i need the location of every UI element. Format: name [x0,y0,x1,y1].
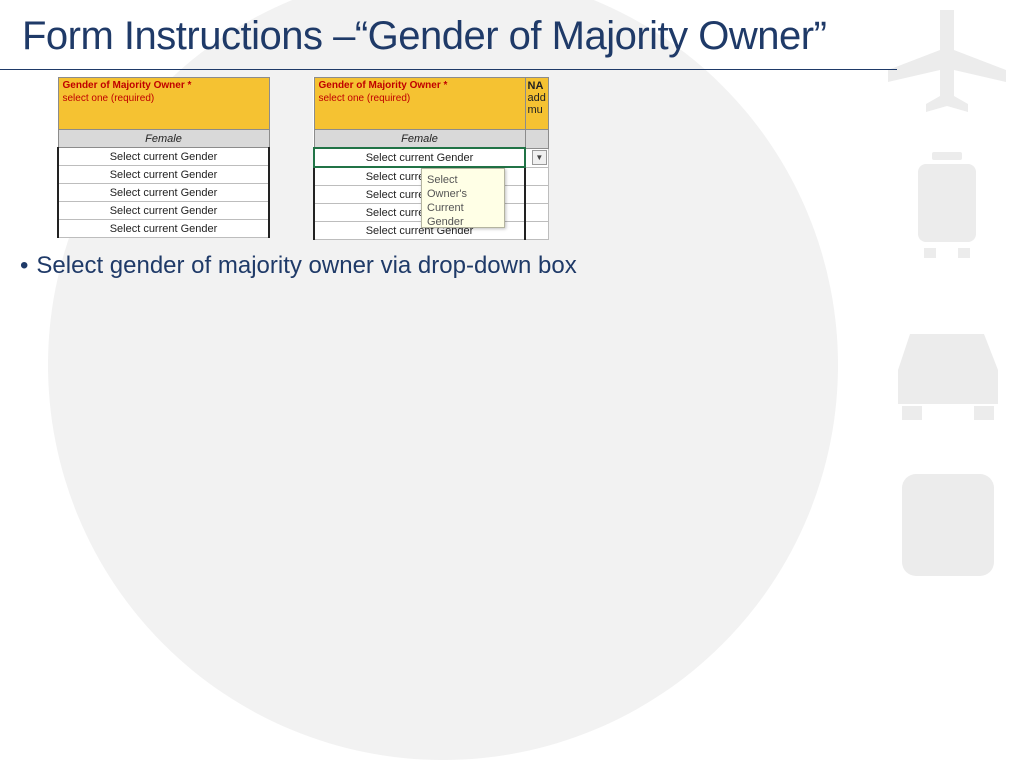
left-sheet: Gender of Majority Owner * select one (r… [57,77,270,238]
gender-cell[interactable]: Select current Gender [57,219,270,238]
next-header-line: NA [527,80,544,92]
next-header-line: add [527,92,546,104]
header-cell: Gender of Majority Owner * select one (r… [57,77,270,130]
subheader-cell: Female [57,129,270,148]
tooltip-line: Select Owner's [427,174,467,200]
next-header-line: mu [527,104,543,116]
bullet-list: Select gender of majority owner via drop… [20,252,576,280]
gender-cell[interactable]: Select current Gender [57,165,270,184]
page-title: Form Instructions –“Gender of Majority O… [22,14,827,58]
header-title: Gender of Majority Owner * [62,80,192,91]
gender-cell[interactable]: Select current Gender [57,201,270,220]
subheader-cell-blank [524,129,549,149]
empty-cell [524,203,549,222]
title-divider [0,69,897,70]
train-icon [918,152,976,258]
bullet-item: Select gender of majority owner via drop… [20,252,576,280]
next-column-header: NA add mu [524,77,549,130]
empty-cell [524,166,549,186]
header-title: Gender of Majority Owner * [318,80,448,91]
bus-icon [902,474,994,576]
cell-value: Select current Gender [365,151,474,164]
header-subtitle: select one (required) [62,93,155,104]
empty-cell [524,185,549,204]
airplane-icon [888,10,1006,112]
right-sheet: Gender of Majority Owner * select one (r… [313,77,549,240]
input-message-tooltip: Select Owner's Current Gender [421,168,505,228]
chevron-down-icon[interactable]: ▼ [531,149,547,165]
car-icon [898,334,998,420]
gender-cell[interactable]: Select current Gender [57,183,270,202]
tooltip-line: Current Gender [427,202,464,228]
empty-cell [524,221,549,240]
gender-cell[interactable]: Select current Gender [57,147,270,166]
subheader-cell: Female [313,129,526,149]
header-subtitle: select one (required) [318,93,411,104]
header-cell: Gender of Majority Owner * select one (r… [313,77,526,130]
dropdown-cell[interactable]: ▼ [524,147,549,168]
active-gender-cell[interactable]: Select current Gender [313,147,526,168]
